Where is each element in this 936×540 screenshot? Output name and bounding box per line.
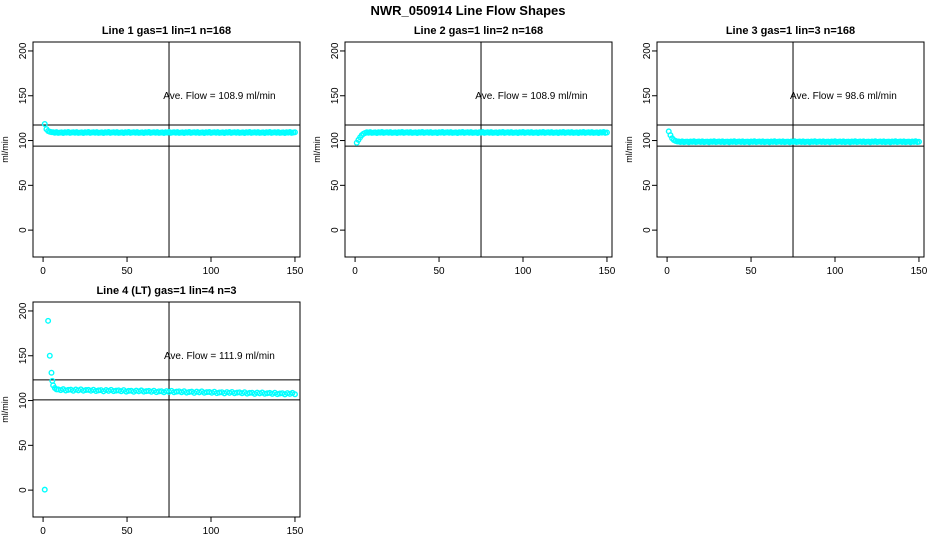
panel-4: Line 4 (LT) gas=1 lin=4 n=3 0 50 100 150 0 50 1… [0, 285, 304, 537]
y-axis-label: ml/min [0, 136, 10, 163]
x-tick-label: 50 [121, 266, 133, 277]
y-tick-label: 200 [642, 42, 653, 59]
data-point [291, 391, 298, 398]
y-tick-label: 50 [18, 439, 29, 451]
x-tick-label: 0 [40, 266, 46, 277]
y-tick-label: 0 [330, 227, 341, 233]
y-tick-label: 150 [330, 87, 341, 104]
y-tick-label: 50 [330, 179, 341, 191]
y-tick-label: 0 [18, 227, 29, 233]
x-tick-label: 50 [745, 266, 757, 277]
data-point [915, 138, 922, 145]
y-axis-label: ml/min [312, 136, 322, 163]
x-tick-label: 150 [287, 266, 304, 277]
y-tick-label: 0 [18, 487, 29, 493]
plot-box [32, 41, 301, 258]
y-tick-label: 50 [642, 179, 653, 191]
x-tick-label: 150 [911, 266, 928, 277]
panel-1: Line 1 gas=1 lin=1 n=168 0 50 100 150 0 50 100 1… [0, 25, 304, 277]
y-tick-label: 100 [642, 132, 653, 149]
data-point [41, 486, 48, 493]
panel-title: Line 3 gas=1 lin=3 n=168 [726, 25, 855, 37]
x-tick-label: 50 [433, 266, 445, 277]
data-point [48, 369, 55, 376]
y-tick-label: 0 [642, 227, 653, 233]
y-tick-label: 100 [330, 132, 341, 149]
data-points [41, 120, 298, 137]
avg-flow-annotation: Ave. Flow = 98.6 ml/min [790, 91, 897, 102]
y-tick-label: 100 [18, 392, 29, 409]
y-tick-label: 50 [18, 179, 29, 191]
avg-flow-annotation: Ave. Flow = 111.9 ml/min [164, 351, 275, 362]
avg-flow-annotation: Ave. Flow = 108.9 ml/min [475, 91, 587, 102]
y-tick-label: 100 [18, 132, 29, 149]
panel-3: Line 3 gas=1 lin=3 n=168 0 50 100 150 0 50 100 1… [624, 25, 928, 277]
plot-box [344, 41, 613, 258]
data-points [41, 317, 298, 493]
x-tick-label: 150 [287, 526, 304, 537]
x-tick-label: 0 [352, 266, 358, 277]
y-tick-label: 150 [18, 87, 29, 104]
data-points [353, 129, 610, 146]
y-tick-label: 200 [18, 42, 29, 59]
avg-flow-annotation: Ave. Flow = 108.9 ml/min [163, 91, 275, 102]
y-axis-label: ml/min [624, 136, 634, 163]
x-tick-label: 150 [599, 266, 616, 277]
panel-title: Line 2 gas=1 lin=2 n=168 [414, 25, 543, 37]
x-tick-label: 100 [827, 266, 844, 277]
data-point [45, 317, 52, 324]
x-tick-label: 100 [203, 266, 220, 277]
y-tick-label: 200 [18, 302, 29, 319]
data-points [665, 128, 922, 146]
y-tick-label: 150 [642, 87, 653, 104]
panel-2: Line 2 gas=1 lin=2 n=168 0 50 100 150 0 50 100 1… [312, 25, 616, 277]
main-title: NWR_050914 Line Flow Shapes [370, 3, 566, 18]
plot-box [656, 41, 925, 258]
data-point [291, 129, 298, 136]
panel-title: Line 4 (LT) gas=1 lin=4 n=3 [96, 285, 236, 297]
x-tick-label: 100 [515, 266, 532, 277]
x-tick-label: 50 [121, 526, 133, 537]
panel-title: Line 1 gas=1 lin=1 n=168 [102, 25, 231, 37]
x-tick-label: 0 [664, 266, 670, 277]
data-point [46, 352, 53, 359]
data-point [41, 120, 48, 127]
y-tick-label: 200 [330, 42, 341, 59]
plot-box [32, 301, 301, 518]
x-tick-label: 0 [40, 526, 46, 537]
x-tick-label: 100 [203, 526, 220, 537]
data-point [603, 129, 610, 136]
y-tick-label: 150 [18, 347, 29, 364]
y-axis-label: ml/min [0, 396, 10, 423]
